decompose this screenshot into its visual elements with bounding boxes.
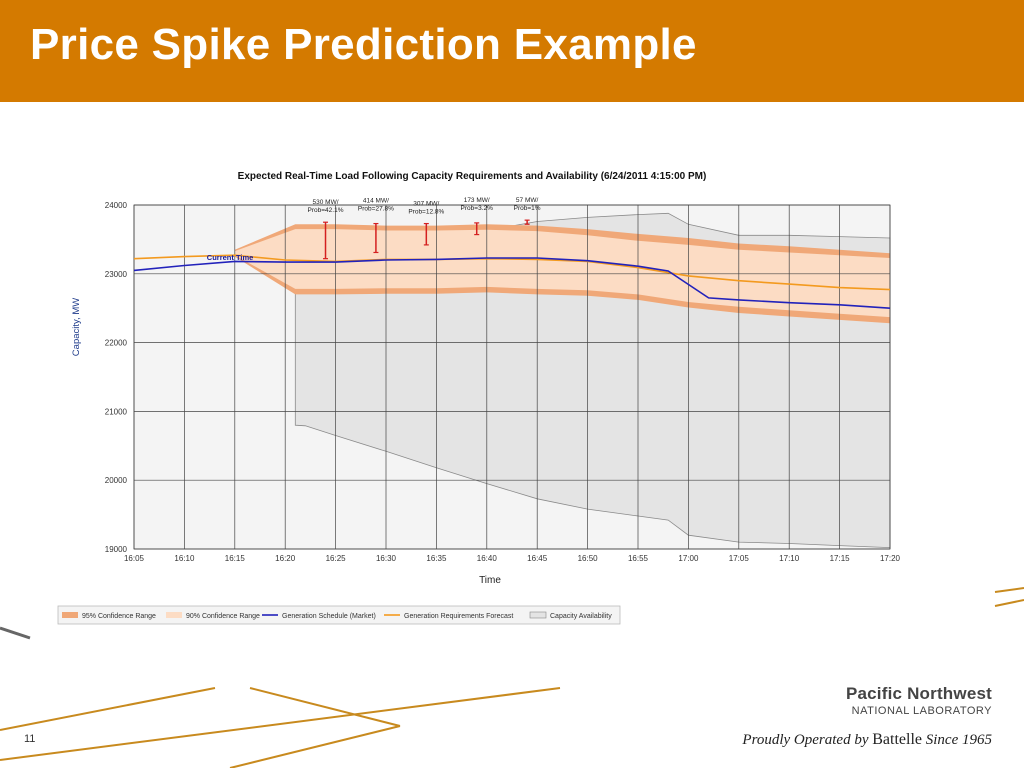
x-tick-label: 17:10 bbox=[779, 554, 800, 563]
tagline-brand: Battelle bbox=[872, 731, 923, 748]
spike-mw-label: 57 MW/ bbox=[516, 197, 539, 204]
y-tick-label: 21000 bbox=[105, 407, 128, 416]
tagline-prefix: Proudly Operated by bbox=[742, 732, 873, 748]
spike-mw-label: 530 MW/ bbox=[313, 199, 339, 206]
legend-swatch bbox=[166, 612, 182, 618]
deco-line bbox=[0, 687, 216, 731]
x-tick-label: 16:30 bbox=[376, 554, 397, 563]
spike-mw-label: 173 MW/ bbox=[464, 197, 490, 204]
x-tick-label: 16:50 bbox=[578, 554, 599, 563]
x-tick-label: 16:45 bbox=[527, 554, 548, 563]
y-axis-label: Capacity, MW bbox=[71, 298, 82, 356]
pnnl-logo: Pacific Northwest NATIONAL LABORATORY bbox=[846, 684, 992, 717]
generation-schedule-line bbox=[133, 257, 891, 309]
spike-prob-label: Prob=3.2% bbox=[461, 205, 494, 212]
y-tick-label: 20000 bbox=[105, 476, 128, 485]
y-tick-label: 24000 bbox=[105, 201, 128, 210]
x-tick-label: 17:05 bbox=[729, 554, 750, 563]
x-tick-label: 16:20 bbox=[275, 554, 296, 563]
slide-title: Price Spike Prediction Example bbox=[30, 20, 697, 69]
plot-border bbox=[133, 204, 891, 550]
logo-line1: Pacific Northwest bbox=[845, 684, 992, 703]
legend-box bbox=[57, 605, 621, 625]
chart-container: Expected Real-Time Load Following Capaci… bbox=[50, 160, 950, 630]
chart-legend: 95% Confidence Range 90% Confidence Range… bbox=[57, 605, 621, 625]
spike-prob-label: Prob=27.8% bbox=[358, 206, 394, 213]
current-time-label: Current Time bbox=[207, 253, 254, 262]
x-tick-label: 17:20 bbox=[880, 554, 901, 563]
x-tick-label: 16:05 bbox=[124, 554, 145, 563]
deco-line bbox=[249, 687, 401, 727]
legend-label: Generation Schedule (Market) bbox=[282, 613, 376, 620]
x-tick-label: 16:35 bbox=[426, 554, 447, 563]
deco-line bbox=[0, 626, 31, 640]
legend-swatch bbox=[62, 612, 78, 618]
deco-line bbox=[994, 587, 1024, 593]
x-tick-label: 17:15 bbox=[830, 554, 851, 563]
spike-mw-label: 414 MW/ bbox=[363, 198, 389, 205]
legend-label: Capacity Availability bbox=[550, 613, 612, 620]
title-banner: Price Spike Prediction Example bbox=[0, 0, 1024, 102]
x-tick-label: 16:15 bbox=[225, 554, 246, 563]
battelle-tagline: Proudly Operated by Battelle Since 1965 bbox=[742, 731, 992, 749]
capacity-chart: Expected Real-Time Load Following Capaci… bbox=[57, 171, 901, 625]
x-tick-label: 16:55 bbox=[628, 554, 649, 563]
ci90-band bbox=[234, 229, 891, 318]
spike-prob-label: Prob=42.1% bbox=[308, 207, 344, 214]
x-axis-label: Time bbox=[479, 575, 501, 586]
deco-line bbox=[229, 725, 401, 768]
y-tick-label: 23000 bbox=[105, 270, 128, 279]
x-tick-label: 16:25 bbox=[326, 554, 347, 563]
spike-prob-label: Prob=12.8% bbox=[408, 209, 444, 216]
legend-label: Generation Requirements Forecast bbox=[404, 613, 513, 620]
logo-line2: NATIONAL LABORATORY bbox=[851, 705, 992, 717]
tagline-suffix: Since 1965 bbox=[922, 732, 992, 748]
legend-label: 90% Confidence Range bbox=[186, 613, 260, 620]
x-tick-label: 16:10 bbox=[174, 554, 195, 563]
deco-line bbox=[994, 599, 1024, 607]
x-tick-label: 17:00 bbox=[678, 554, 699, 563]
page-number: 11 bbox=[24, 733, 36, 745]
deco-line bbox=[0, 687, 561, 761]
generation-requirements-line bbox=[133, 254, 891, 291]
legend-swatch bbox=[529, 611, 547, 619]
legend-label: 95% Confidence Range bbox=[82, 613, 156, 620]
spike-prob-label: Prob=1% bbox=[514, 205, 541, 212]
y-tick-label: 22000 bbox=[105, 339, 128, 348]
x-tick-label: 16:40 bbox=[477, 554, 498, 563]
chart-title: Expected Real-Time Load Following Capaci… bbox=[238, 171, 707, 182]
y-tick-label: 19000 bbox=[105, 545, 128, 554]
spike-mw-label: 307 MW/ bbox=[413, 201, 439, 208]
